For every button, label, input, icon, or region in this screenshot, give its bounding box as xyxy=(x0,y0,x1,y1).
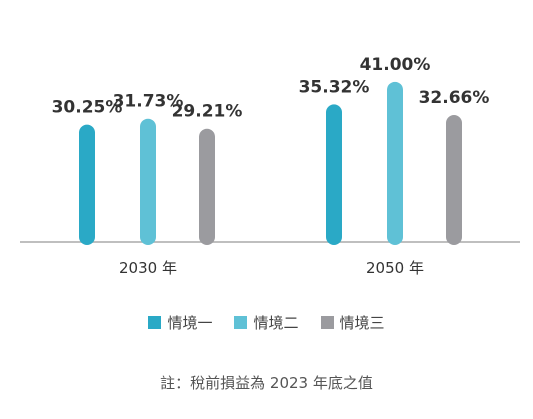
legend-label: 情境二 xyxy=(253,314,299,332)
legend-label: 情境一 xyxy=(167,314,213,332)
legend: 情境一 情境二 情境三 xyxy=(0,312,533,333)
legend-swatch xyxy=(148,316,162,329)
x-tick-label: 2050 年 xyxy=(366,259,424,277)
data-label: 32.66% xyxy=(419,88,490,108)
bar-2-2 xyxy=(387,81,403,245)
legend-label: 情境三 xyxy=(339,314,385,332)
legend-swatch xyxy=(320,316,334,329)
x-tick-label: 2030 年 xyxy=(119,259,177,277)
data-label: 31.73% xyxy=(113,92,184,112)
footnote: 註：稅前損益為 2023 年底之值 xyxy=(160,374,373,392)
data-label: 30.25% xyxy=(52,98,123,118)
bar-chart: 30.25%31.73%29.21% 35.32%41.00% 32.66% 203… xyxy=(20,55,520,277)
data-label: 41.00% xyxy=(360,55,431,75)
legend-item-2: 情境二 xyxy=(234,312,299,333)
data-label: 35.32% xyxy=(299,77,370,97)
legend-item-1: 情境一 xyxy=(148,312,212,333)
bar-3-1 xyxy=(199,128,215,245)
data-label: 29.21% xyxy=(172,102,243,122)
bar-1-2 xyxy=(326,104,342,246)
legend-item-3: 情境三 xyxy=(320,312,385,333)
legend-swatch xyxy=(234,316,248,329)
bar-2-1 xyxy=(140,118,156,245)
bar-3-2 xyxy=(446,115,462,245)
bar-1-1 xyxy=(79,124,95,245)
